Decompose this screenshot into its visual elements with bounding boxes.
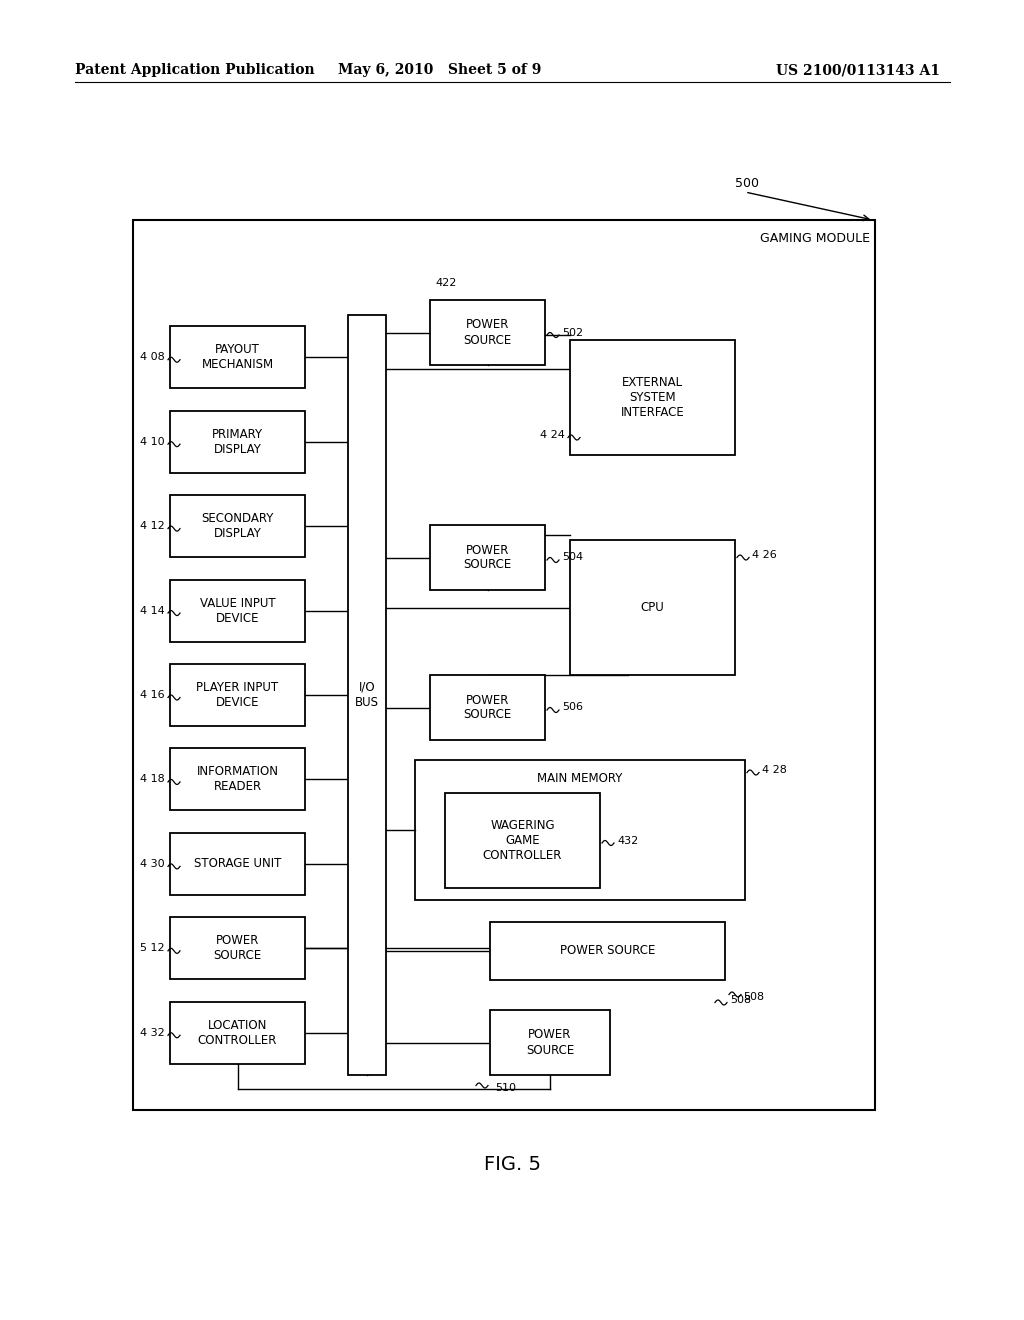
Bar [415,760,745,900]
Text: 4 18: 4 18 [140,775,165,784]
Text: 4 30: 4 30 [140,859,165,869]
Text: POWER SOURCE: POWER SOURCE [560,945,655,957]
Text: CPU: CPU [641,601,665,614]
Text: PAYOUT
MECHANISM: PAYOUT MECHANISM [202,343,273,371]
Text: 508: 508 [743,993,764,1002]
Bar [170,664,305,726]
Text: STORAGE UNIT: STORAGE UNIT [194,858,282,870]
Text: US 2100/0113143 A1: US 2100/0113143 A1 [776,63,940,77]
Text: POWER
SOURCE: POWER SOURCE [464,544,512,572]
Text: WAGERING
GAME
CONTROLLER: WAGERING GAME CONTROLLER [482,818,562,862]
Text: LOCATION
CONTROLLER: LOCATION CONTROLLER [198,1019,278,1047]
Bar [430,675,545,741]
Text: MAIN MEMORY: MAIN MEMORY [538,772,623,785]
Text: POWER
SOURCE: POWER SOURCE [213,935,261,962]
Text: 4 08: 4 08 [140,352,165,362]
Text: 5 12: 5 12 [140,944,165,953]
Text: 500: 500 [735,177,759,190]
Bar [430,300,545,366]
Text: 508: 508 [730,995,752,1005]
Bar [170,326,305,388]
Text: 4 16: 4 16 [140,690,165,700]
Text: 4 32: 4 32 [140,1028,165,1038]
Text: May 6, 2010   Sheet 5 of 9: May 6, 2010 Sheet 5 of 9 [338,63,542,77]
Text: EXTERNAL
SYSTEM
INTERFACE: EXTERNAL SYSTEM INTERFACE [621,376,684,418]
Bar [490,921,725,979]
Text: 4 14: 4 14 [140,606,165,615]
Bar [445,793,600,888]
Text: 506: 506 [562,702,583,713]
Bar [170,748,305,810]
Text: Patent Application Publication: Patent Application Publication [75,63,314,77]
Text: 4 28: 4 28 [762,766,786,775]
Text: 510: 510 [495,1082,516,1093]
Text: 4 26: 4 26 [752,550,777,560]
Text: 4 10: 4 10 [140,437,165,446]
Text: PRIMARY
DISPLAY: PRIMARY DISPLAY [212,428,263,455]
Text: 4 24: 4 24 [540,430,565,440]
Bar [133,220,874,1110]
Bar [490,1010,610,1074]
Text: SECONDARY
DISPLAY: SECONDARY DISPLAY [202,512,273,540]
Bar [170,411,305,473]
Bar [170,917,305,979]
Bar [570,540,735,675]
Text: 422: 422 [435,279,457,288]
Text: 432: 432 [617,836,638,846]
Text: FIG. 5: FIG. 5 [483,1155,541,1175]
Text: 502: 502 [562,327,583,338]
Text: GAMING MODULE: GAMING MODULE [760,232,870,246]
Text: POWER
SOURCE: POWER SOURCE [526,1028,574,1056]
Text: PLAYER INPUT
DEVICE: PLAYER INPUT DEVICE [197,681,279,709]
Text: VALUE INPUT
DEVICE: VALUE INPUT DEVICE [200,597,275,624]
Text: I/O
BUS: I/O BUS [355,681,379,709]
Text: POWER
SOURCE: POWER SOURCE [464,693,512,722]
Bar [170,833,305,895]
Text: POWER
SOURCE: POWER SOURCE [464,318,512,346]
Text: 504: 504 [562,553,583,562]
Text: 4 12: 4 12 [140,521,165,531]
Bar [170,579,305,642]
Bar [570,341,735,455]
Bar [430,525,545,590]
Text: INFORMATION
READER: INFORMATION READER [197,766,279,793]
Bar [348,315,386,1074]
Bar [170,1002,305,1064]
Bar [170,495,305,557]
